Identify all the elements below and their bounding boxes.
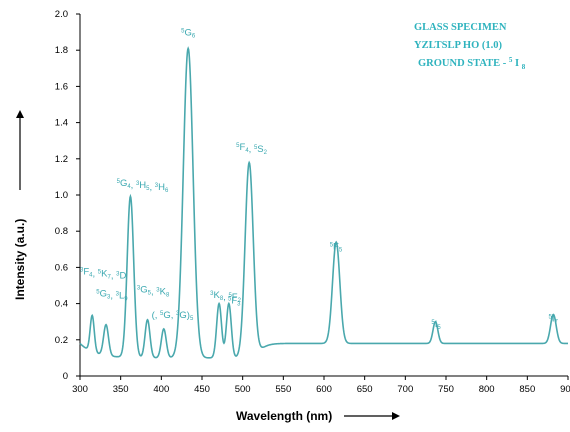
y-tick-label: 1.6 — [55, 81, 68, 92]
y-tick-label: 0.2 — [55, 335, 68, 346]
x-tick-label: 800 — [479, 384, 495, 395]
x-tick-label: 350 — [113, 384, 129, 395]
x-tick-label: 650 — [357, 384, 373, 395]
x-tick-label: 700 — [397, 384, 413, 395]
peak-label: 5G6 — [181, 28, 196, 40]
y-axis-title-arrow — [16, 110, 24, 190]
legend-ground-state-sup: 5 — [509, 56, 513, 64]
y-axis-title: Intensity (a.u.) — [13, 219, 27, 300]
peak-label: 5G3, 3L9 — [96, 288, 128, 302]
spectrum-line — [79, 46, 568, 359]
peak-label: 5F3 — [228, 296, 241, 308]
x-axis-title: Wavelength (nm) — [236, 409, 332, 423]
x-tick-label: 500 — [235, 384, 251, 395]
x-tick-label: 850 — [519, 384, 535, 395]
y-axis-ticks: 0 0.2 0.4 0.6 0.8 1.0 1.2 1.4 1.6 1.8 2.0 — [55, 9, 80, 382]
x-tick-label: 300 — [72, 384, 88, 395]
y-tick-label: 1.4 — [55, 118, 68, 129]
y-tick-label: 1.2 — [55, 154, 68, 165]
x-axis-title-arrow — [344, 412, 400, 420]
peak-label: 3F4, 5K7, 3D — [80, 267, 126, 282]
peak-label: 5G4, 3H5, 3H6 — [117, 178, 169, 194]
x-axis-ticks: 300 350 400 450 500 550 600 650 700 750 800 850 900 — [72, 376, 570, 395]
y-tick-label: 1.0 — [55, 190, 68, 201]
y-tick-label: 0 — [63, 371, 68, 382]
legend-ground-state-text: GROUND STATE - — [418, 58, 507, 69]
legend-box: GLASS SPECIMEN YZLTSLP HO (1.0) GROUND S… — [414, 22, 526, 71]
y-tick-label: 2.0 — [55, 9, 68, 20]
peak-labels: 3F4, 5K7, 3D 5G3, 3L9 5G4, 3H5, 3H6 3G5, 3K… — [80, 28, 558, 331]
legend-line-3: GROUND STATE - 5 I 8 — [418, 54, 526, 71]
peak-label: 5F4, 5S2 — [236, 142, 267, 156]
x-tick-label: 550 — [275, 384, 291, 395]
y-tick-label: 0.8 — [55, 226, 68, 237]
legend-ground-state-sub: 8 — [522, 63, 526, 71]
y-tick-label: 0.6 — [55, 262, 68, 273]
legend-ground-state-level: I — [515, 58, 519, 69]
peak-label: 5I7 — [548, 314, 558, 326]
y-tick-label: 0.4 — [55, 299, 68, 310]
peak-label: 5F5 — [330, 241, 343, 253]
x-tick-label: 400 — [153, 384, 169, 395]
legend-line-2: YZLTSLP HO (1.0) — [414, 40, 503, 51]
x-tick-label: 450 — [194, 384, 210, 395]
y-tick-label: 1.8 — [55, 45, 68, 56]
legend-line-1: GLASS SPECIMEN — [414, 22, 507, 33]
peak-label: 3G5, 3K8 — [137, 285, 170, 299]
x-tick-label: 600 — [316, 384, 332, 395]
peak-label: (, 5G, 3G)5 — [152, 310, 194, 322]
peak-label: 5I5 — [431, 319, 441, 331]
peak-label: 3K8, 5F2 — [210, 290, 241, 304]
x-tick-label: 900 — [560, 384, 570, 395]
x-tick-label: 750 — [438, 384, 454, 395]
